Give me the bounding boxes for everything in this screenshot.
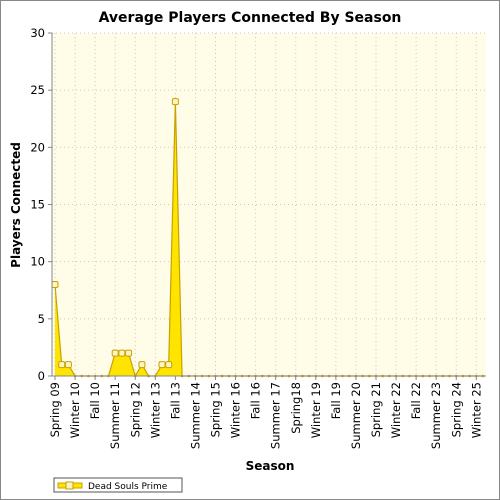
legend-label: Dead Souls Prime — [88, 482, 168, 492]
x-axis-ticks: Spring 09 Winter 10 Fall 10 Summer 11 Spring… — [48, 376, 483, 449]
y-tick-label: 15 — [30, 198, 45, 212]
x-tick-label: Winter 10 — [68, 382, 82, 438]
x-tick-label: Winter 19 — [309, 382, 323, 438]
y-tick-label: 25 — [30, 83, 45, 97]
data-point — [51, 281, 59, 289]
x-tick-label: Fall 22 — [409, 382, 423, 419]
data-point — [158, 361, 166, 369]
x-tick-label: Spring 24 — [449, 382, 463, 437]
y-axis-ticks: 0 5 10 15 20 25 30 — [30, 26, 52, 383]
x-tick-label: Fall 13 — [168, 382, 182, 419]
y-tick-label: 10 — [30, 255, 45, 269]
x-tick-label: Fall 16 — [249, 382, 263, 419]
x-tick-label: Fall 19 — [329, 382, 343, 419]
x-tick-label: Winter 22 — [389, 382, 403, 438]
data-point — [118, 349, 126, 357]
x-tick-label: Spring 15 — [209, 382, 223, 437]
data-point — [171, 98, 179, 106]
y-tick-label: 0 — [38, 369, 45, 383]
grid — [52, 32, 486, 377]
y-tick-label: 5 — [38, 312, 45, 326]
x-tick-label: Spring 12 — [128, 382, 142, 437]
x-tick-label: Winter 25 — [469, 382, 483, 438]
y-tick-label: 30 — [30, 26, 45, 40]
data-point — [64, 361, 72, 369]
data-point — [111, 349, 119, 357]
y-axis-title: Players Connected — [9, 142, 23, 268]
x-tick-label: Summer 20 — [349, 382, 363, 449]
x-tick-label: Summer 23 — [429, 382, 443, 449]
legend-box — [53, 477, 183, 493]
data-point — [138, 361, 146, 369]
x-tick-label: Spring 09 — [48, 382, 62, 437]
x-tick-label: Fall 10 — [88, 382, 102, 419]
x-axis-title: Season — [246, 459, 295, 473]
x-tick-label: Spring18 — [289, 382, 303, 434]
legend-marker-icon — [65, 481, 74, 490]
x-tick-label: Summer 11 — [108, 382, 122, 449]
x-tick-label: Summer 17 — [269, 382, 283, 449]
x-tick-label: Summer 14 — [188, 382, 202, 449]
x-tick-label: Winter 16 — [229, 382, 243, 438]
legend: Dead Souls Prime — [53, 477, 183, 493]
y-tick-label: 20 — [30, 140, 45, 154]
x-tick-label: Winter 13 — [148, 382, 162, 438]
data-point — [58, 361, 66, 369]
chart-title: Average Players Connected By Season — [99, 10, 402, 26]
x-tick-label: Spring 21 — [369, 382, 383, 437]
data-point — [165, 361, 173, 369]
data-point — [125, 349, 133, 357]
